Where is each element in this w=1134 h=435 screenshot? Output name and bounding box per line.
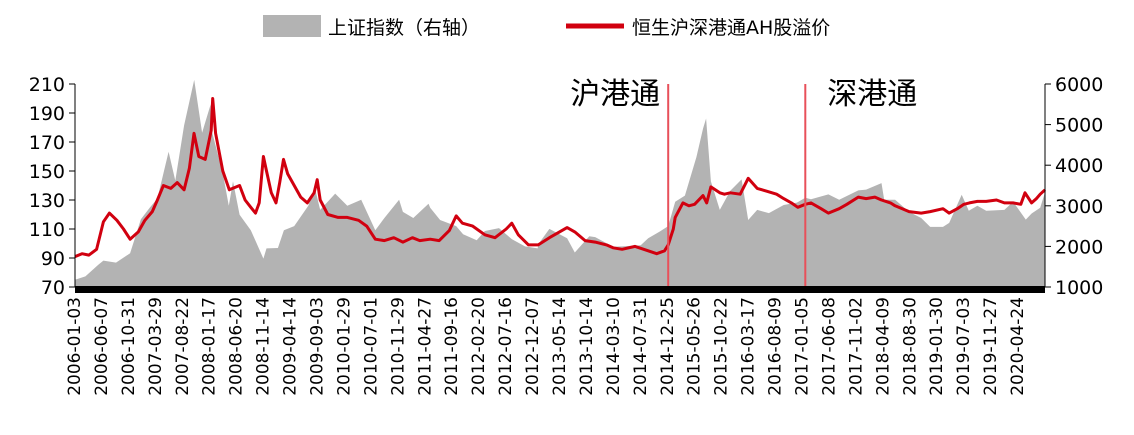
left-tick-label: 110 [29, 219, 65, 241]
x-tick-label: 2012-12-07 [523, 297, 543, 396]
x-tick-label: 2011-09-16 [442, 297, 462, 396]
annotation-label-1: 沪港通 [570, 77, 660, 112]
right-tick-label: 4000 [1055, 155, 1103, 177]
x-tick-label: 2013-05-14 [550, 297, 570, 396]
shanghai-index-area [75, 79, 1045, 288]
x-axis-baseline [75, 286, 1045, 293]
legend-label-shanghai-index: 上证指数（右轴） [328, 17, 480, 39]
x-tick-label: 2006-06-07 [92, 297, 112, 396]
left-tick-label: 130 [29, 190, 65, 212]
ah-premium-line-layer [74, 97, 1047, 258]
x-tick-label: 2010-07-01 [361, 297, 381, 396]
x-tick-label: 2007-08-22 [173, 297, 193, 396]
x-tick-label: 2016-03-17 [739, 297, 759, 396]
annotation-layer: 沪港通 深港通 [570, 77, 917, 287]
x-tick-label: 2015-10-22 [712, 297, 732, 396]
x-tick-label: 2017-01-05 [793, 297, 813, 396]
right-tick-label: 2000 [1055, 236, 1103, 258]
x-tick-label: 2006-10-31 [119, 297, 139, 396]
right-tick-label: 6000 [1055, 74, 1103, 96]
x-tick-label: 2019-07-03 [954, 297, 974, 396]
x-tick-label: 2018-08-30 [900, 297, 920, 396]
x-tick-label: 2017-06-08 [819, 297, 839, 396]
x-tick-label: 2008-01-17 [200, 297, 220, 396]
shanghai-index-area-layer [75, 79, 1045, 288]
x-tick-label: 2010-11-29 [388, 297, 408, 396]
x-tick-label: 2019-01-30 [927, 297, 947, 396]
x-tick-label: 2014-12-25 [658, 297, 678, 396]
left-tick-label: 70 [41, 277, 65, 299]
x-tick-label: 2009-04-14 [281, 297, 301, 396]
x-tick-label: 2008-11-14 [254, 297, 274, 396]
x-tick-label: 2020-04-24 [1008, 297, 1028, 396]
ah-premium-line [74, 97, 1047, 258]
x-tick-label: 2007-03-29 [146, 297, 166, 396]
x-tick-label: 2010-01-29 [334, 297, 354, 396]
legend: 上证指数（右轴） 恒生沪深港通AH股溢价 [263, 15, 830, 39]
left-tick-label: 210 [29, 74, 65, 96]
left-tick-label: 150 [29, 161, 65, 183]
x-tick-label: 2015-05-26 [685, 297, 705, 396]
x-tick-label: 2012-02-20 [469, 297, 489, 396]
right-tick-label: 5000 [1055, 115, 1103, 137]
x-tick-label: 2014-07-31 [631, 297, 651, 396]
x-tick-label: 2009-09-03 [308, 297, 328, 396]
x-tick-label: 2016-08-09 [766, 297, 786, 396]
right-tick-label: 1000 [1055, 277, 1103, 299]
left-tick-label: 170 [29, 132, 65, 154]
x-tick-label: 2012-07-16 [496, 297, 516, 396]
left-tick-label: 90 [41, 248, 65, 270]
x-tick-label: 2019-11-27 [981, 297, 1001, 396]
annotation-label-2: 深港通 [827, 77, 917, 112]
x-tick-label: 2014-03-10 [604, 297, 624, 396]
x-tick-label: 2013-10-14 [577, 297, 597, 396]
x-tick-label: 2017-11-02 [846, 297, 866, 396]
legend-label-ah-premium: 恒生沪深港通AH股溢价 [632, 17, 830, 39]
x-tick-label: 2018-04-09 [873, 297, 893, 396]
axis-layer: 70 90 110 130 150 170 190 210 1000 2000 3000 4000 50… [29, 74, 1104, 396]
x-tick-label: 2008-06-20 [227, 297, 247, 396]
x-tick-label: 2011-04-27 [415, 297, 435, 396]
left-tick-label: 190 [29, 103, 65, 125]
right-tick-label: 3000 [1055, 196, 1103, 218]
legend-swatch-area [263, 15, 321, 37]
x-tick-label: 2006-01-03 [65, 297, 85, 396]
